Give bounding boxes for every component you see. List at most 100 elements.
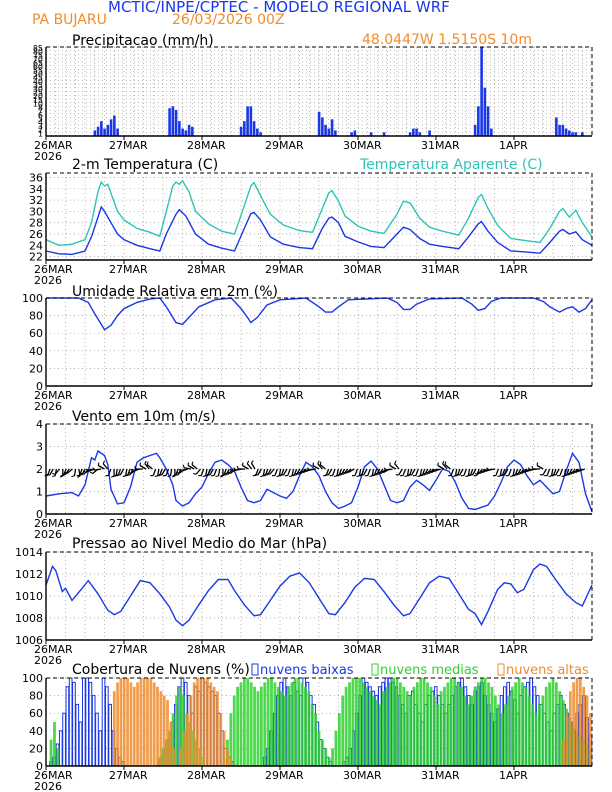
y-tick-label: 100 — [22, 672, 43, 685]
wind-barb — [347, 468, 355, 474]
wind-barb-tail — [567, 472, 571, 475]
cloud-bar — [521, 682, 524, 766]
wind-barb-tail — [102, 460, 106, 464]
wind-barb-tail — [229, 468, 233, 472]
cloud-bar — [344, 686, 348, 766]
wind-barb — [144, 463, 150, 470]
cloud-bar — [253, 686, 256, 766]
wind-barb-tail — [317, 460, 320, 464]
y-tick-label: 1 — [38, 129, 43, 138]
y-tick-label: 28 — [29, 217, 43, 230]
x-tick-label: 30MAR — [343, 517, 382, 530]
wind-barb — [317, 463, 323, 470]
cloud-bar — [119, 678, 123, 766]
series-line — [45, 563, 593, 627]
wind-barb — [394, 463, 400, 470]
cloud-bar — [436, 704, 440, 766]
precip-bar — [191, 126, 194, 136]
x-tick-label: 26MAR — [34, 769, 73, 782]
x-year-label: 2026 — [34, 780, 62, 792]
wind-barb-tail — [80, 472, 85, 475]
wind-barb — [437, 464, 445, 470]
cloud-bar — [348, 682, 351, 766]
cloud-bar — [395, 678, 399, 766]
wind-barb — [495, 468, 499, 476]
cloud-bar — [206, 678, 209, 766]
y-tick-label: 40 — [29, 345, 43, 358]
x-tick-label: 27MAR — [109, 517, 148, 530]
precip-bar — [428, 130, 431, 136]
y-tick-label: 75 — [33, 51, 43, 60]
wind-barb-tail — [191, 461, 194, 465]
x-tick-label: 26MAR — [34, 263, 73, 276]
precip-bar — [174, 110, 178, 136]
cloud-bar — [527, 695, 531, 766]
precip-bar — [350, 132, 353, 136]
cloud-bar — [541, 695, 545, 766]
cloud-bar — [524, 686, 528, 766]
wind-barb — [278, 468, 282, 477]
y-tick-label: 26 — [29, 228, 43, 241]
y-tick-label: 20 — [33, 92, 43, 101]
cloud-bar — [568, 691, 572, 766]
cloud-bar — [337, 713, 341, 766]
wind-barb-tail — [64, 471, 68, 474]
wind-barb — [157, 468, 160, 477]
wind-barb-tail — [134, 466, 137, 470]
wind-barb-tail — [225, 472, 229, 475]
cloud-bar — [229, 757, 233, 766]
wind-barb — [450, 468, 455, 476]
precip-bar — [324, 124, 327, 136]
precip-bar — [243, 121, 246, 136]
precip-bar — [558, 124, 561, 136]
wind-barb — [367, 468, 371, 476]
cloud-bar — [453, 678, 457, 766]
y-tick-label: 0 — [36, 380, 43, 393]
wind-barb — [54, 468, 61, 475]
x-tick-label: 1APR — [499, 643, 528, 656]
cloud-bar — [263, 682, 267, 766]
wind-barb — [66, 468, 73, 474]
wind-barb-tail — [85, 468, 89, 472]
cloud-bar — [290, 682, 294, 766]
cloud-bar — [324, 748, 328, 766]
cloud-bar — [310, 704, 314, 766]
wind-barb-tail — [345, 470, 349, 473]
y-tick-label: 34 — [29, 183, 43, 196]
x-tick-label: 30MAR — [343, 769, 382, 782]
wind-barb-tail — [251, 460, 254, 464]
cloud-bar — [105, 686, 109, 767]
cloud-bar — [56, 748, 60, 766]
wind-barb-tail — [82, 470, 86, 473]
x-tick-label: 1APR — [499, 389, 528, 402]
wind-barb — [385, 468, 393, 471]
cloud-bar — [493, 695, 497, 766]
cloud-bar — [368, 691, 372, 766]
x-tick-label: 1APR — [499, 517, 528, 530]
y-tick-label: 80 — [29, 310, 43, 323]
cloud-bar — [280, 691, 284, 766]
y-tick-label: 10 — [33, 100, 43, 109]
precip-bar — [239, 126, 243, 136]
panel-title: Pressao ao Nivel Medio do Mar (hPa) — [72, 536, 327, 552]
y-tick-label: 85 — [33, 44, 43, 53]
precip-bar — [486, 106, 490, 136]
x-year-label: 2026 — [34, 528, 62, 541]
cloud-bar — [307, 691, 311, 766]
series-line — [45, 205, 593, 256]
run-datetime: 26/03/2026 00Z — [172, 12, 285, 28]
precip-bar — [246, 106, 249, 136]
cloud-bar — [405, 691, 409, 766]
x-tick-label: 31MAR — [421, 139, 460, 152]
cloud-bar — [314, 713, 318, 766]
wind-barb — [389, 464, 397, 470]
wind-barb — [282, 468, 288, 476]
precip-bar — [100, 121, 103, 136]
wind-barb — [426, 468, 432, 475]
cloud-bar — [139, 678, 143, 766]
wind-barb — [125, 468, 128, 477]
x-tick-label: 30MAR — [343, 263, 382, 276]
x-year-label: 2026 — [34, 654, 62, 667]
x-tick-label: 30MAR — [343, 643, 382, 656]
cloud-bar — [91, 695, 96, 767]
